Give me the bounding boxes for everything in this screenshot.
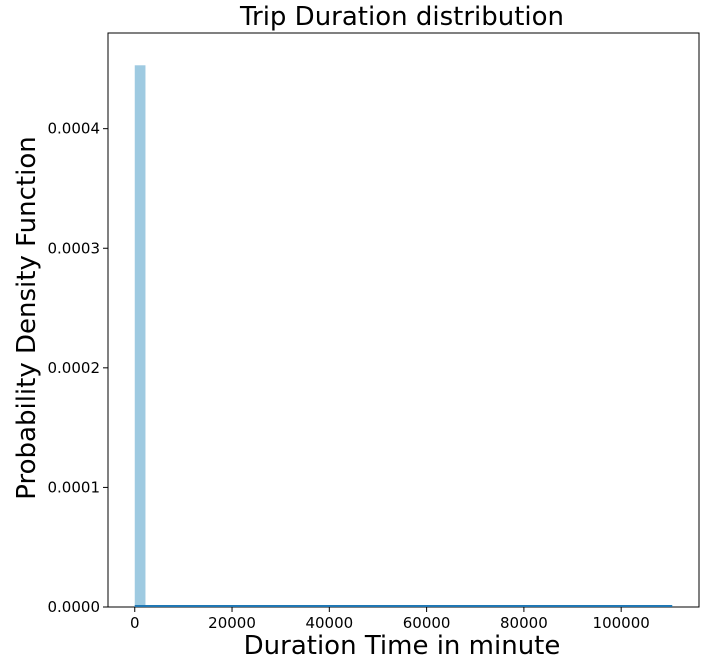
x-tick-label: 100000 — [593, 614, 650, 632]
x-tick-label: 0 — [130, 614, 140, 632]
histogram-bar — [134, 65, 146, 608]
y-tick-label: 0.0004 — [48, 120, 101, 138]
y-tick-label: 0.0002 — [48, 359, 101, 377]
y-axis-label: Probability Density Function — [12, 136, 42, 499]
x-tick-label: 20000 — [208, 614, 256, 632]
y-tick-label: 0.0003 — [48, 239, 101, 257]
plot-area — [107, 32, 700, 608]
x-tick-label: 60000 — [403, 614, 451, 632]
x-tick-label: 40000 — [305, 614, 353, 632]
x-axis-label: Duration Time in minute — [244, 631, 561, 661]
x-axis-ticks: 0 20000 40000 60000 80000 100000 — [130, 607, 650, 632]
y-axis-ticks: 0.0000 0.0001 0.0002 0.0003 0.0004 — [48, 120, 108, 616]
y-tick-label: 0.0001 — [48, 478, 101, 496]
plot-frame — [107, 32, 700, 608]
chart-title: Trip Duration distribution — [239, 2, 564, 32]
x-tick-label: 80000 — [500, 614, 548, 632]
histogram-bars — [134, 65, 146, 608]
y-tick-label: 0.0000 — [48, 598, 101, 616]
